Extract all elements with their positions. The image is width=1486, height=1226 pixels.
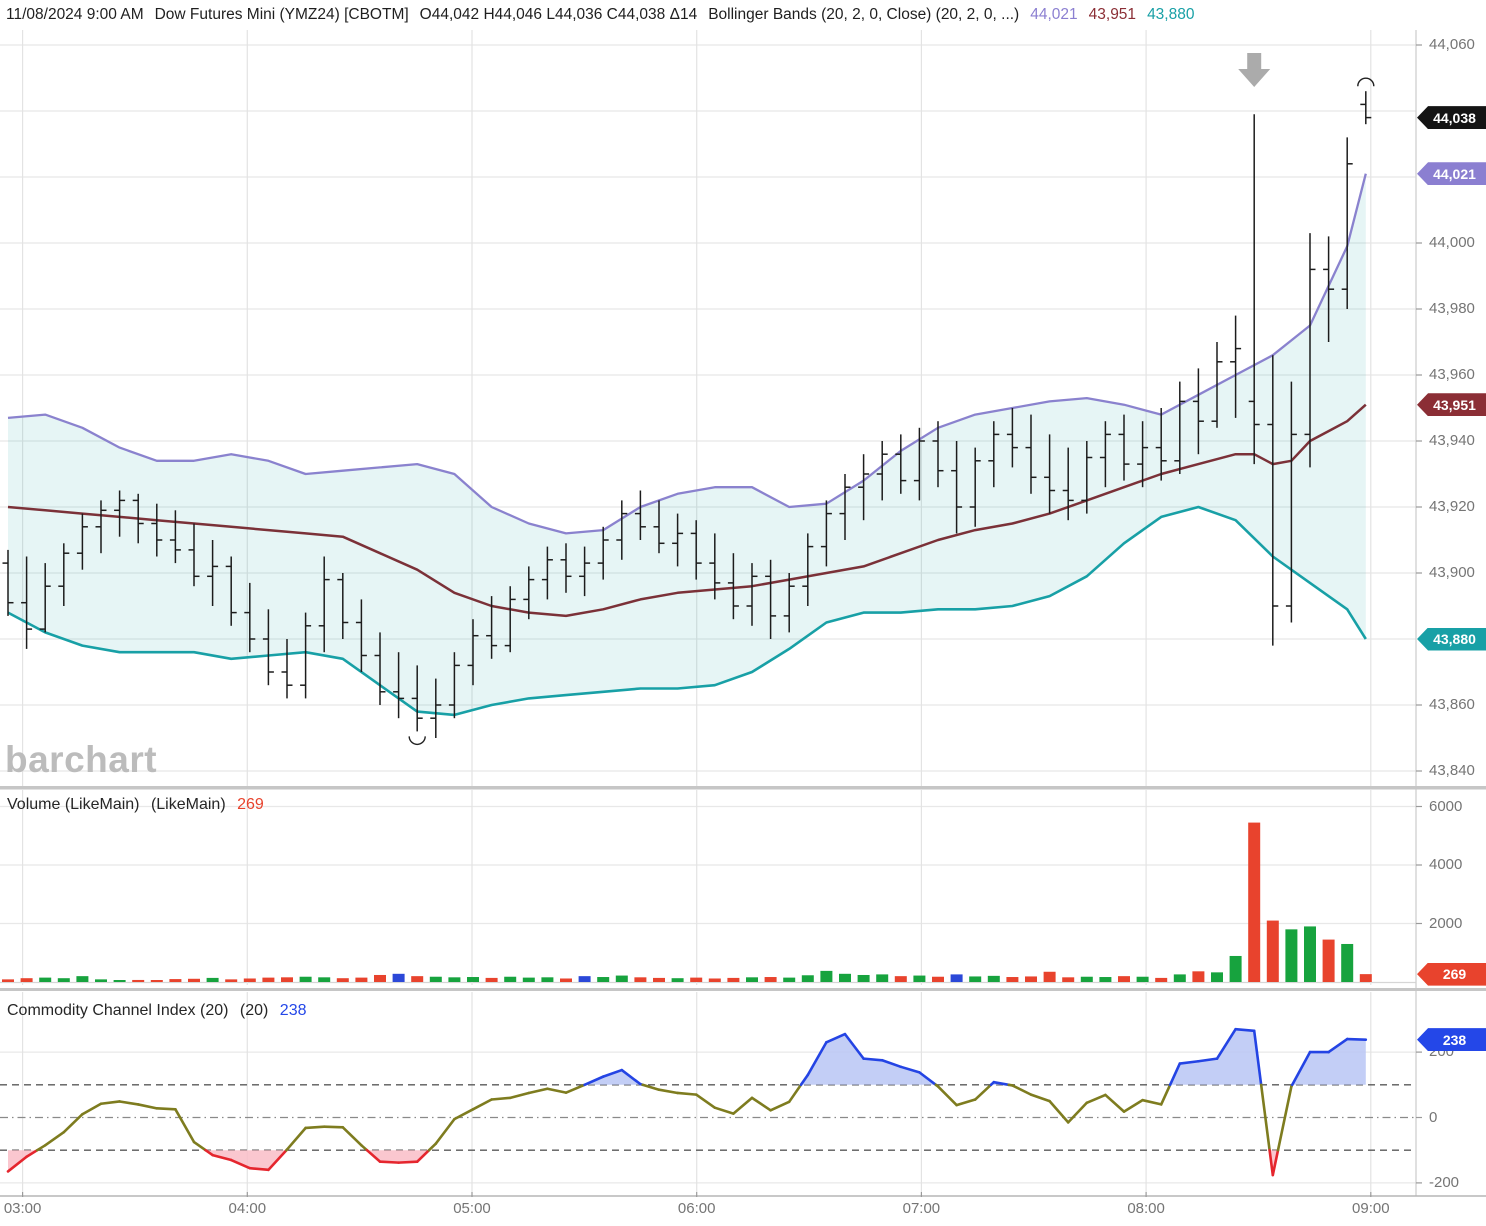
cci-panel-title[interactable]: Commodity Channel Index (20) (20) 238 — [7, 1002, 314, 1020]
header-band-middle-value: 43,951 — [1088, 6, 1137, 23]
low-arc-marker-icon — [408, 736, 426, 746]
cci-study-param: (20) — [239, 1002, 269, 1019]
header-study-label[interactable]: Bollinger Bands (20, 2, 0, Close) (20, 2… — [708, 6, 1020, 23]
header-symbol: Dow Futures Mini (YMZ24) [CBOTM] — [154, 6, 409, 23]
header-ohlc-values: O44,042 H44,046 L44,036 C44,038 Δ14 — [419, 6, 698, 23]
cci-reference-lines — [0, 1084, 1416, 1151]
header-band-lower-value: 43,880 — [1147, 6, 1195, 23]
price-bars — [2, 91, 1372, 738]
gridlines — [0, 30, 1417, 1196]
header-datetime: 11/08/2024 9:00 AM — [6, 6, 144, 23]
chart-markers — [408, 53, 1375, 746]
volume-study-name: Volume (LikeMain) — [7, 796, 140, 813]
header-band-upper-value: 44,021 — [1030, 6, 1078, 23]
panel-separators — [0, 786, 1486, 1197]
bollinger-bands — [7, 173, 1367, 717]
high-arc-marker-icon — [1357, 77, 1375, 87]
cci-study-name: Commodity Channel Index (20) — [7, 1002, 229, 1019]
cci-current-value: 238 — [279, 1002, 307, 1019]
cci-plot — [6, 1027, 1368, 1177]
sell-signal-arrow-icon — [1238, 53, 1271, 87]
watermark-barchart: barchart — [5, 739, 158, 780]
volume-bars — [2, 822, 1372, 982]
volume-study-param: (LikeMain) — [150, 796, 226, 813]
chart-header: 11/08/2024 9:00 AM Dow Futures Mini (YMZ… — [0, 0, 1486, 30]
volume-panel-title[interactable]: Volume (LikeMain) (LikeMain) 269 — [7, 796, 271, 814]
axis-ticks — [22, 44, 1422, 1197]
volume-current-value: 269 — [237, 796, 264, 813]
